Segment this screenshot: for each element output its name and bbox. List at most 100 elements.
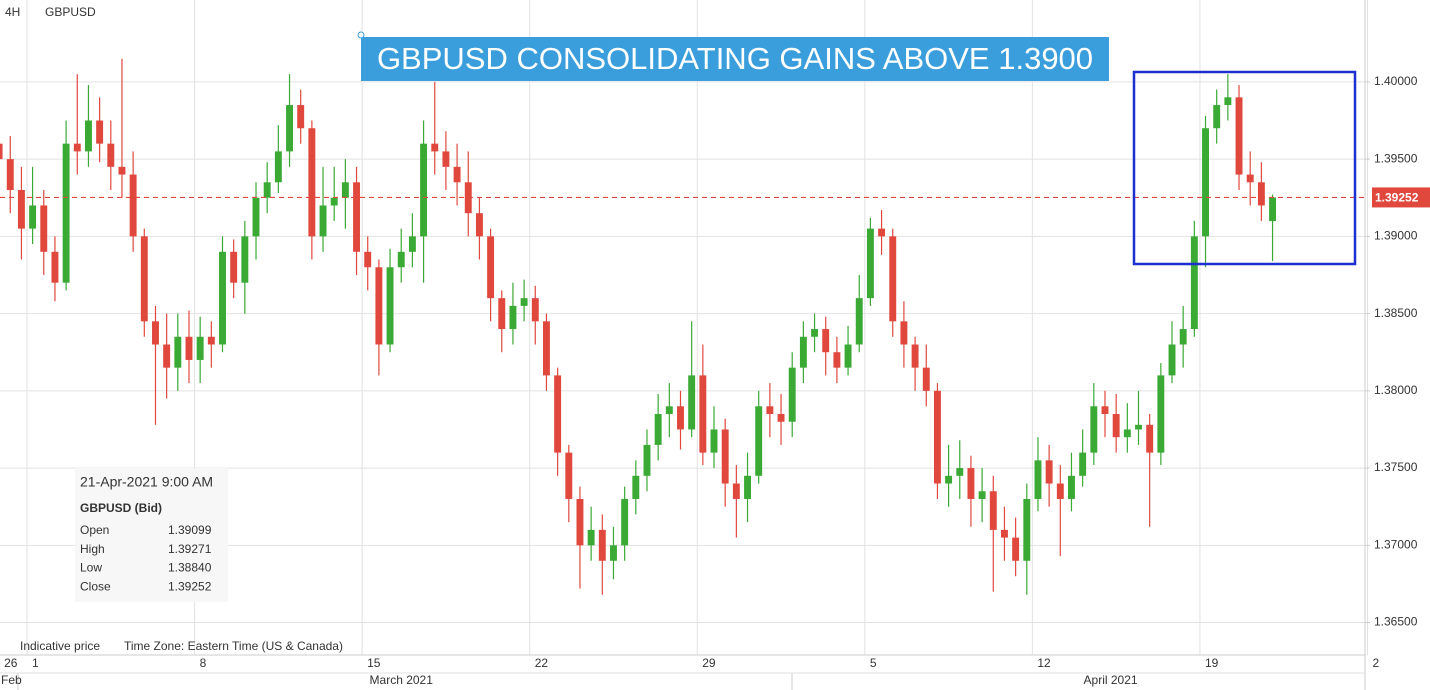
candle-body bbox=[1101, 406, 1109, 415]
info-value: 1.39271 bbox=[168, 542, 212, 556]
last-price-box bbox=[1372, 187, 1430, 208]
candle-body bbox=[1056, 483, 1064, 499]
candle-body bbox=[911, 344, 919, 368]
candle-body bbox=[822, 329, 830, 353]
candle-body bbox=[967, 468, 975, 499]
candle-body bbox=[1190, 236, 1198, 330]
candles bbox=[0, 58, 1365, 595]
candle-body bbox=[40, 205, 48, 252]
candle-body bbox=[152, 321, 159, 345]
candle-body bbox=[364, 251, 372, 268]
candle-body bbox=[219, 251, 226, 345]
candle-body bbox=[353, 182, 361, 252]
candle-body bbox=[1000, 529, 1008, 538]
candle-body bbox=[1179, 329, 1187, 345]
candle-body bbox=[878, 228, 886, 237]
candle-body bbox=[17, 190, 25, 229]
candle-body bbox=[777, 414, 785, 422]
candle-body bbox=[799, 336, 807, 368]
info-date: 21-Apr-2021 9:00 AM bbox=[80, 474, 213, 490]
candle-body bbox=[118, 166, 126, 175]
candle-body bbox=[308, 128, 316, 237]
candle-body bbox=[51, 251, 59, 283]
candle-body bbox=[408, 236, 416, 252]
x-tick-label: 2 bbox=[1373, 656, 1380, 670]
y-tick-label: 1.40000 bbox=[1374, 74, 1418, 88]
candle-body bbox=[196, 336, 204, 360]
info-label: Open bbox=[80, 523, 109, 537]
last-price-label: 1.39252 bbox=[1375, 191, 1419, 205]
info-background bbox=[75, 468, 228, 602]
candle-body bbox=[565, 452, 573, 499]
y-tick-label: 1.38000 bbox=[1374, 383, 1418, 397]
candle-body bbox=[688, 375, 696, 430]
candle-body bbox=[945, 475, 953, 484]
candle-body bbox=[654, 414, 662, 445]
candle-body bbox=[1146, 424, 1154, 453]
candle-body bbox=[1168, 344, 1176, 376]
candle-body bbox=[978, 491, 986, 499]
timeframe: 4H bbox=[5, 5, 20, 19]
candle-body bbox=[1045, 460, 1053, 484]
info-label: Low bbox=[80, 561, 102, 575]
candle-body bbox=[1112, 414, 1120, 438]
candle-body bbox=[29, 205, 37, 229]
y-tick-label: 1.39000 bbox=[1374, 229, 1418, 243]
candle-body bbox=[174, 336, 182, 368]
month-label: Feb bbox=[1, 673, 22, 687]
info-label: High bbox=[80, 542, 105, 556]
x-tick-label: 1 bbox=[32, 656, 39, 670]
candle-body bbox=[933, 390, 941, 484]
candle-body bbox=[185, 336, 193, 360]
candle-body bbox=[1034, 460, 1042, 499]
candle-body bbox=[163, 344, 171, 368]
candle-body bbox=[107, 143, 115, 167]
candle-body bbox=[420, 143, 428, 237]
x-tick-label: 29 bbox=[702, 656, 716, 670]
x-tick-label: 22 bbox=[535, 656, 549, 670]
x-tick-label: 19 bbox=[1205, 656, 1219, 670]
candle-body bbox=[554, 375, 562, 453]
candle-body bbox=[732, 483, 740, 499]
candle-body bbox=[542, 321, 550, 376]
footer-note: Indicative price bbox=[20, 639, 100, 653]
info-value: 1.39099 bbox=[168, 523, 212, 537]
candle-body bbox=[319, 205, 327, 237]
x-tick-label: 5 bbox=[870, 656, 877, 670]
info-rows: Open 1.39099 High 1.39271 Low 1.38840 Close 1.3… bbox=[80, 523, 212, 593]
info-value: 1.38840 bbox=[168, 561, 212, 575]
candle-body bbox=[0, 143, 3, 160]
info-label: Close bbox=[80, 579, 111, 593]
candle-body bbox=[1157, 375, 1165, 453]
candle-body bbox=[576, 498, 584, 546]
x-tick-label: 26 bbox=[4, 656, 18, 670]
candle-body bbox=[1123, 429, 1131, 438]
candle-body bbox=[610, 545, 617, 561]
candle-body bbox=[442, 151, 450, 167]
candle-body bbox=[1068, 475, 1075, 499]
candle-body bbox=[375, 267, 383, 345]
candle-body bbox=[129, 174, 137, 237]
candle-body bbox=[788, 367, 796, 422]
symbol: GBPUSD bbox=[45, 5, 96, 19]
candle-body bbox=[498, 298, 506, 330]
candle-body bbox=[632, 475, 640, 499]
candle-body bbox=[330, 197, 338, 206]
candle-body bbox=[140, 236, 148, 322]
info-panel: 21-Apr-2021 9:00 AM GBPUSD (Bid) Open 1.3… bbox=[75, 468, 228, 602]
candle-body bbox=[1012, 537, 1020, 561]
candle-body bbox=[677, 406, 684, 430]
candle-body bbox=[1246, 174, 1254, 183]
candle-body bbox=[956, 468, 964, 476]
candle-body bbox=[62, 143, 70, 283]
candle-body bbox=[84, 120, 92, 152]
highlight-box bbox=[1132, 70, 1357, 266]
month-label: April 2021 bbox=[1084, 673, 1138, 687]
y-tick-label: 1.39500 bbox=[1374, 151, 1418, 165]
candle-body bbox=[587, 529, 595, 546]
candle-body bbox=[1235, 97, 1243, 175]
y-tick-label: 1.37000 bbox=[1374, 537, 1418, 551]
candle-body bbox=[1224, 97, 1232, 106]
